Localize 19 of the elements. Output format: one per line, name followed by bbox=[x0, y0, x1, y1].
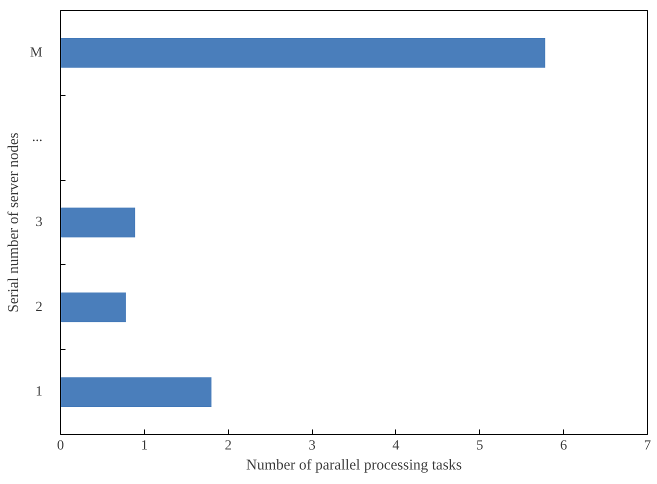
x-tick-label: 5 bbox=[476, 438, 484, 454]
y-tick-label: 1 bbox=[36, 384, 42, 400]
bar bbox=[60, 377, 212, 407]
y-axis-title: Serial number of server nodes bbox=[6, 132, 22, 312]
y-tick-label: M bbox=[30, 45, 44, 60]
x-tick-label: 6 bbox=[560, 438, 568, 454]
x-tick-label: 1 bbox=[140, 438, 148, 454]
x-tick-label: 4 bbox=[392, 438, 400, 454]
y-tick-label: ... bbox=[32, 130, 42, 146]
bar bbox=[60, 292, 126, 322]
y-tick-label: 2 bbox=[36, 300, 42, 315]
bar bbox=[60, 208, 136, 238]
x-tick-label: 7 bbox=[644, 438, 651, 454]
x-tick-label: 3 bbox=[308, 438, 316, 454]
bar bbox=[60, 38, 546, 68]
x-tick-label: 0 bbox=[57, 438, 64, 454]
y-tick-label: 3 bbox=[36, 215, 42, 230]
x-tick-label: 2 bbox=[224, 438, 232, 454]
x-axis-title: Number of parallel processing tasks bbox=[246, 458, 462, 474]
